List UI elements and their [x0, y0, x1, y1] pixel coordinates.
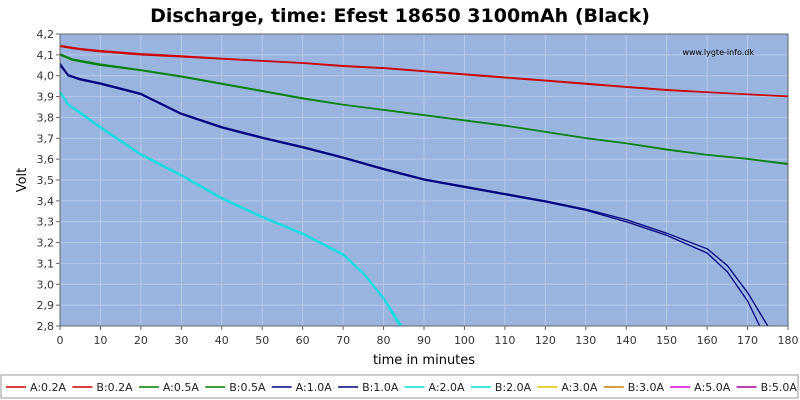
x-tick-label: 40 [215, 334, 229, 347]
series-line-7 [59, 91, 403, 327]
watermark: www.lygte-info.dk [682, 48, 754, 57]
series-line-1 [59, 44, 789, 97]
y-tick-label: 4,0 [37, 70, 55, 83]
legend-label: A:3.0A [561, 381, 598, 394]
legend-label: B:3.0A [628, 381, 665, 394]
y-axis-ticks: 2,8 2,9 3,0 3,1 3,2 3,3 3,4 3,5 3,6 3,7 3,8 3,9 4,0 4… [37, 28, 60, 333]
y-tick-label: 3,5 [37, 174, 55, 187]
legend-box [0, 374, 799, 399]
x-tick-label: 20 [134, 334, 148, 347]
x-tick-label: 90 [417, 334, 431, 347]
x-tick-label: 130 [575, 334, 596, 347]
y-tick-label: 4,1 [37, 49, 55, 62]
x-tick-label: 150 [656, 334, 677, 347]
legend-label: A:5.0A [694, 381, 731, 394]
legend-label: B:2.0A [495, 381, 532, 394]
legend-label: B:5.0A [761, 381, 798, 394]
y-tick-label: 3,6 [37, 153, 55, 166]
y-tick-label: 3,1 [37, 257, 55, 270]
x-tick-label: 30 [174, 334, 188, 347]
y-tick-label: 3,0 [37, 278, 55, 291]
legend-label: A:2.0A [429, 381, 466, 394]
x-tick-label: 100 [454, 334, 475, 347]
y-tick-label: 2,8 [37, 320, 55, 333]
legend-label: A:1.0A [296, 381, 333, 394]
legend-label: B:0.5A [229, 381, 266, 394]
x-tick-label: 60 [296, 334, 310, 347]
series-lines [59, 44, 789, 327]
x-tick-label: 50 [255, 334, 269, 347]
x-axis-ticks: 0 10 20 30 40 50 60 70 80 90 100 110 120 130 140 150 160… [57, 326, 799, 347]
y-tick-label: 3,2 [37, 237, 55, 250]
y-tick-label: 3,7 [37, 132, 55, 145]
y-tick-label: 3,8 [37, 111, 55, 124]
x-tick-label: 120 [535, 334, 556, 347]
legend-label: B:1.0A [362, 381, 399, 394]
y-tick-label: 4,2 [37, 28, 55, 41]
legend-label: A:0.5A [163, 381, 200, 394]
legend-label: B:0.2A [96, 381, 133, 394]
y-axis-label: Volt [15, 168, 30, 193]
y-tick-label: 3,4 [37, 195, 55, 208]
x-tick-label: 0 [57, 334, 64, 347]
x-tick-label: 160 [697, 334, 718, 347]
x-tick-label: 80 [377, 334, 391, 347]
x-tick-label: 180 [778, 334, 799, 347]
x-tick-label: 110 [494, 334, 515, 347]
x-tick-label: 140 [616, 334, 637, 347]
series-line-5 [59, 62, 769, 327]
x-tick-label: 10 [93, 334, 107, 347]
y-tick-label: 3,3 [37, 216, 55, 229]
series-line-3 [59, 53, 789, 165]
x-axis-label: time in minutes [373, 353, 475, 368]
x-tick-label: 170 [737, 334, 758, 347]
series-line-4 [59, 64, 761, 327]
legend-label: A:0.2A [30, 381, 67, 394]
legend: A:0.2A B:0.2A A:0.5A B:0.5A A:1.0A B:1.0A A:2.… [6, 381, 797, 394]
chart-title: Discharge, time: Efest 18650 3100mAh (Bl… [150, 5, 650, 27]
y-tick-label: 2,9 [37, 299, 55, 312]
y-tick-label: 3,9 [37, 91, 55, 104]
series-line-6 [59, 92, 401, 327]
x-tick-label: 70 [336, 334, 350, 347]
